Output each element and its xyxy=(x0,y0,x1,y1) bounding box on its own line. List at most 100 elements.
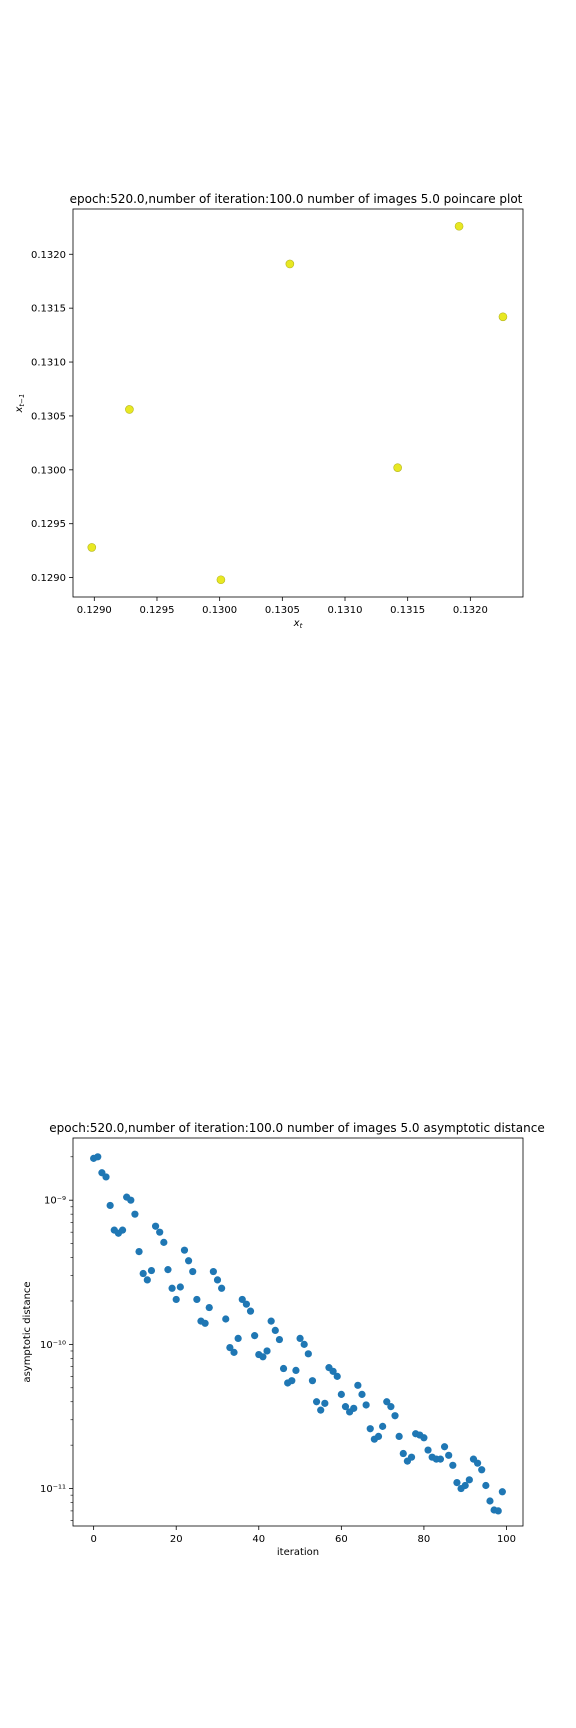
distance-point xyxy=(230,1348,238,1356)
y-axis-label: asymptotic distance xyxy=(22,1281,33,1382)
distance-point xyxy=(172,1295,180,1304)
distance-point xyxy=(296,1334,304,1343)
poincare-point xyxy=(87,543,97,552)
distance-point xyxy=(300,1340,308,1348)
x-tick-label: 60 xyxy=(335,1534,348,1545)
plot-area-frame xyxy=(72,1137,524,1527)
distance-point xyxy=(308,1377,317,1385)
distance-point xyxy=(238,1295,246,1304)
distance-point xyxy=(251,1332,259,1340)
y-tick-label: 0.1315 xyxy=(31,304,66,315)
y-tick-label: 0.1320 xyxy=(31,250,66,261)
x-tick-label: 40 xyxy=(252,1534,265,1545)
distance-point xyxy=(279,1364,288,1373)
distance-point xyxy=(234,1334,242,1343)
x-tick-label: 0.1320 xyxy=(453,605,488,616)
x-tick-label: 80 xyxy=(418,1534,431,1545)
distance-point xyxy=(374,1432,383,1441)
distance-point xyxy=(379,1422,387,1430)
x-tick-label: 100 xyxy=(497,1534,516,1545)
chart-title: epoch:520.0,number of iteration:100.0 nu… xyxy=(70,192,523,206)
x-tick-label: 0.1290 xyxy=(77,605,112,616)
distance-point xyxy=(131,1210,139,1218)
distance-point xyxy=(362,1401,370,1409)
distance-point xyxy=(127,1196,135,1204)
poincare-point xyxy=(498,312,508,322)
y-axis-label: xt−1 xyxy=(14,394,26,414)
distance-point xyxy=(407,1453,416,1461)
distance-point xyxy=(106,1201,114,1210)
distance-point xyxy=(176,1283,184,1291)
distance-point xyxy=(288,1377,296,1385)
distance-point xyxy=(473,1459,482,1467)
y-tick-label: 10⁻⁹ xyxy=(44,1196,66,1207)
distance-point xyxy=(304,1350,312,1358)
distance-point xyxy=(337,1390,345,1398)
distance-point xyxy=(399,1449,407,1458)
x-tick-label: 0.1315 xyxy=(390,605,425,616)
poincare-points xyxy=(87,221,508,585)
distance-point xyxy=(317,1406,325,1414)
y-tick-label: 0.1295 xyxy=(31,519,66,530)
y-tick-label: 10⁻¹¹ xyxy=(40,1484,66,1495)
x-axis-ticks: 0.1290 0.1295 0.1300 0.1305 0.1310 0.1315 0.13… xyxy=(77,597,488,616)
distance-point xyxy=(213,1276,222,1284)
distance-point xyxy=(205,1303,213,1312)
distance-point xyxy=(449,1461,457,1469)
distance-point xyxy=(189,1267,197,1276)
distance-point xyxy=(494,1507,502,1515)
x-tick-label: 0.1295 xyxy=(139,605,174,616)
x-tick-label: 20 xyxy=(170,1534,183,1545)
x-tick-label: 0.1305 xyxy=(265,605,300,616)
distance-point xyxy=(267,1317,275,1325)
poincare-point xyxy=(393,463,402,472)
distance-point xyxy=(226,1343,234,1352)
distance-point xyxy=(391,1412,399,1420)
distance-point xyxy=(478,1466,486,1474)
y-tick-label: 0.1310 xyxy=(31,358,66,369)
distance-point xyxy=(445,1451,453,1459)
poincare-point xyxy=(285,259,295,269)
distance-point xyxy=(201,1319,209,1327)
distance-point xyxy=(486,1497,494,1505)
distance-point xyxy=(143,1276,151,1284)
distance-point xyxy=(94,1153,102,1161)
distance-point xyxy=(329,1367,337,1375)
distance-point xyxy=(420,1434,428,1442)
distance-point xyxy=(147,1266,156,1275)
distance-point xyxy=(118,1226,127,1234)
distance-point xyxy=(184,1257,193,1265)
distance-point xyxy=(440,1443,449,1451)
distance-point xyxy=(160,1238,168,1246)
distance-point xyxy=(453,1478,461,1487)
distance-point xyxy=(366,1425,374,1433)
x-axis-ticks: 0 20 40 60 80 100 xyxy=(90,1526,516,1545)
distance-points xyxy=(90,1153,506,1515)
distance-point xyxy=(168,1284,176,1292)
distance-point xyxy=(333,1372,341,1380)
plot-area-frame xyxy=(72,208,524,598)
distance-point xyxy=(222,1315,230,1323)
y-tick-label: 10⁻¹⁰ xyxy=(40,1340,66,1351)
distance-point xyxy=(482,1481,490,1490)
distance-point xyxy=(436,1455,445,1463)
distance-point xyxy=(259,1353,267,1361)
distance-point xyxy=(424,1446,432,1454)
distance-point xyxy=(242,1300,250,1308)
distance-point xyxy=(321,1399,329,1407)
distance-point xyxy=(164,1266,172,1274)
poincare-point xyxy=(454,221,464,231)
x-tick-label: 0.1310 xyxy=(328,605,363,616)
distance-point xyxy=(354,1381,362,1389)
distance-point xyxy=(358,1390,366,1398)
y-axis-ticks: 0.1290 0.1295 0.1300 0.1305 0.1310 0.1315 0.13… xyxy=(31,250,73,584)
distance-point xyxy=(341,1403,350,1411)
distance-point xyxy=(102,1173,110,1181)
asymptotic-distance-plot: epoch:520.0,number of iteration:100.0 nu… xyxy=(22,1121,545,1558)
y-tick-label: 0.1305 xyxy=(31,411,66,422)
distance-point xyxy=(383,1398,391,1406)
distance-point xyxy=(465,1476,473,1484)
distance-point xyxy=(498,1488,506,1496)
distance-point xyxy=(312,1398,321,1406)
